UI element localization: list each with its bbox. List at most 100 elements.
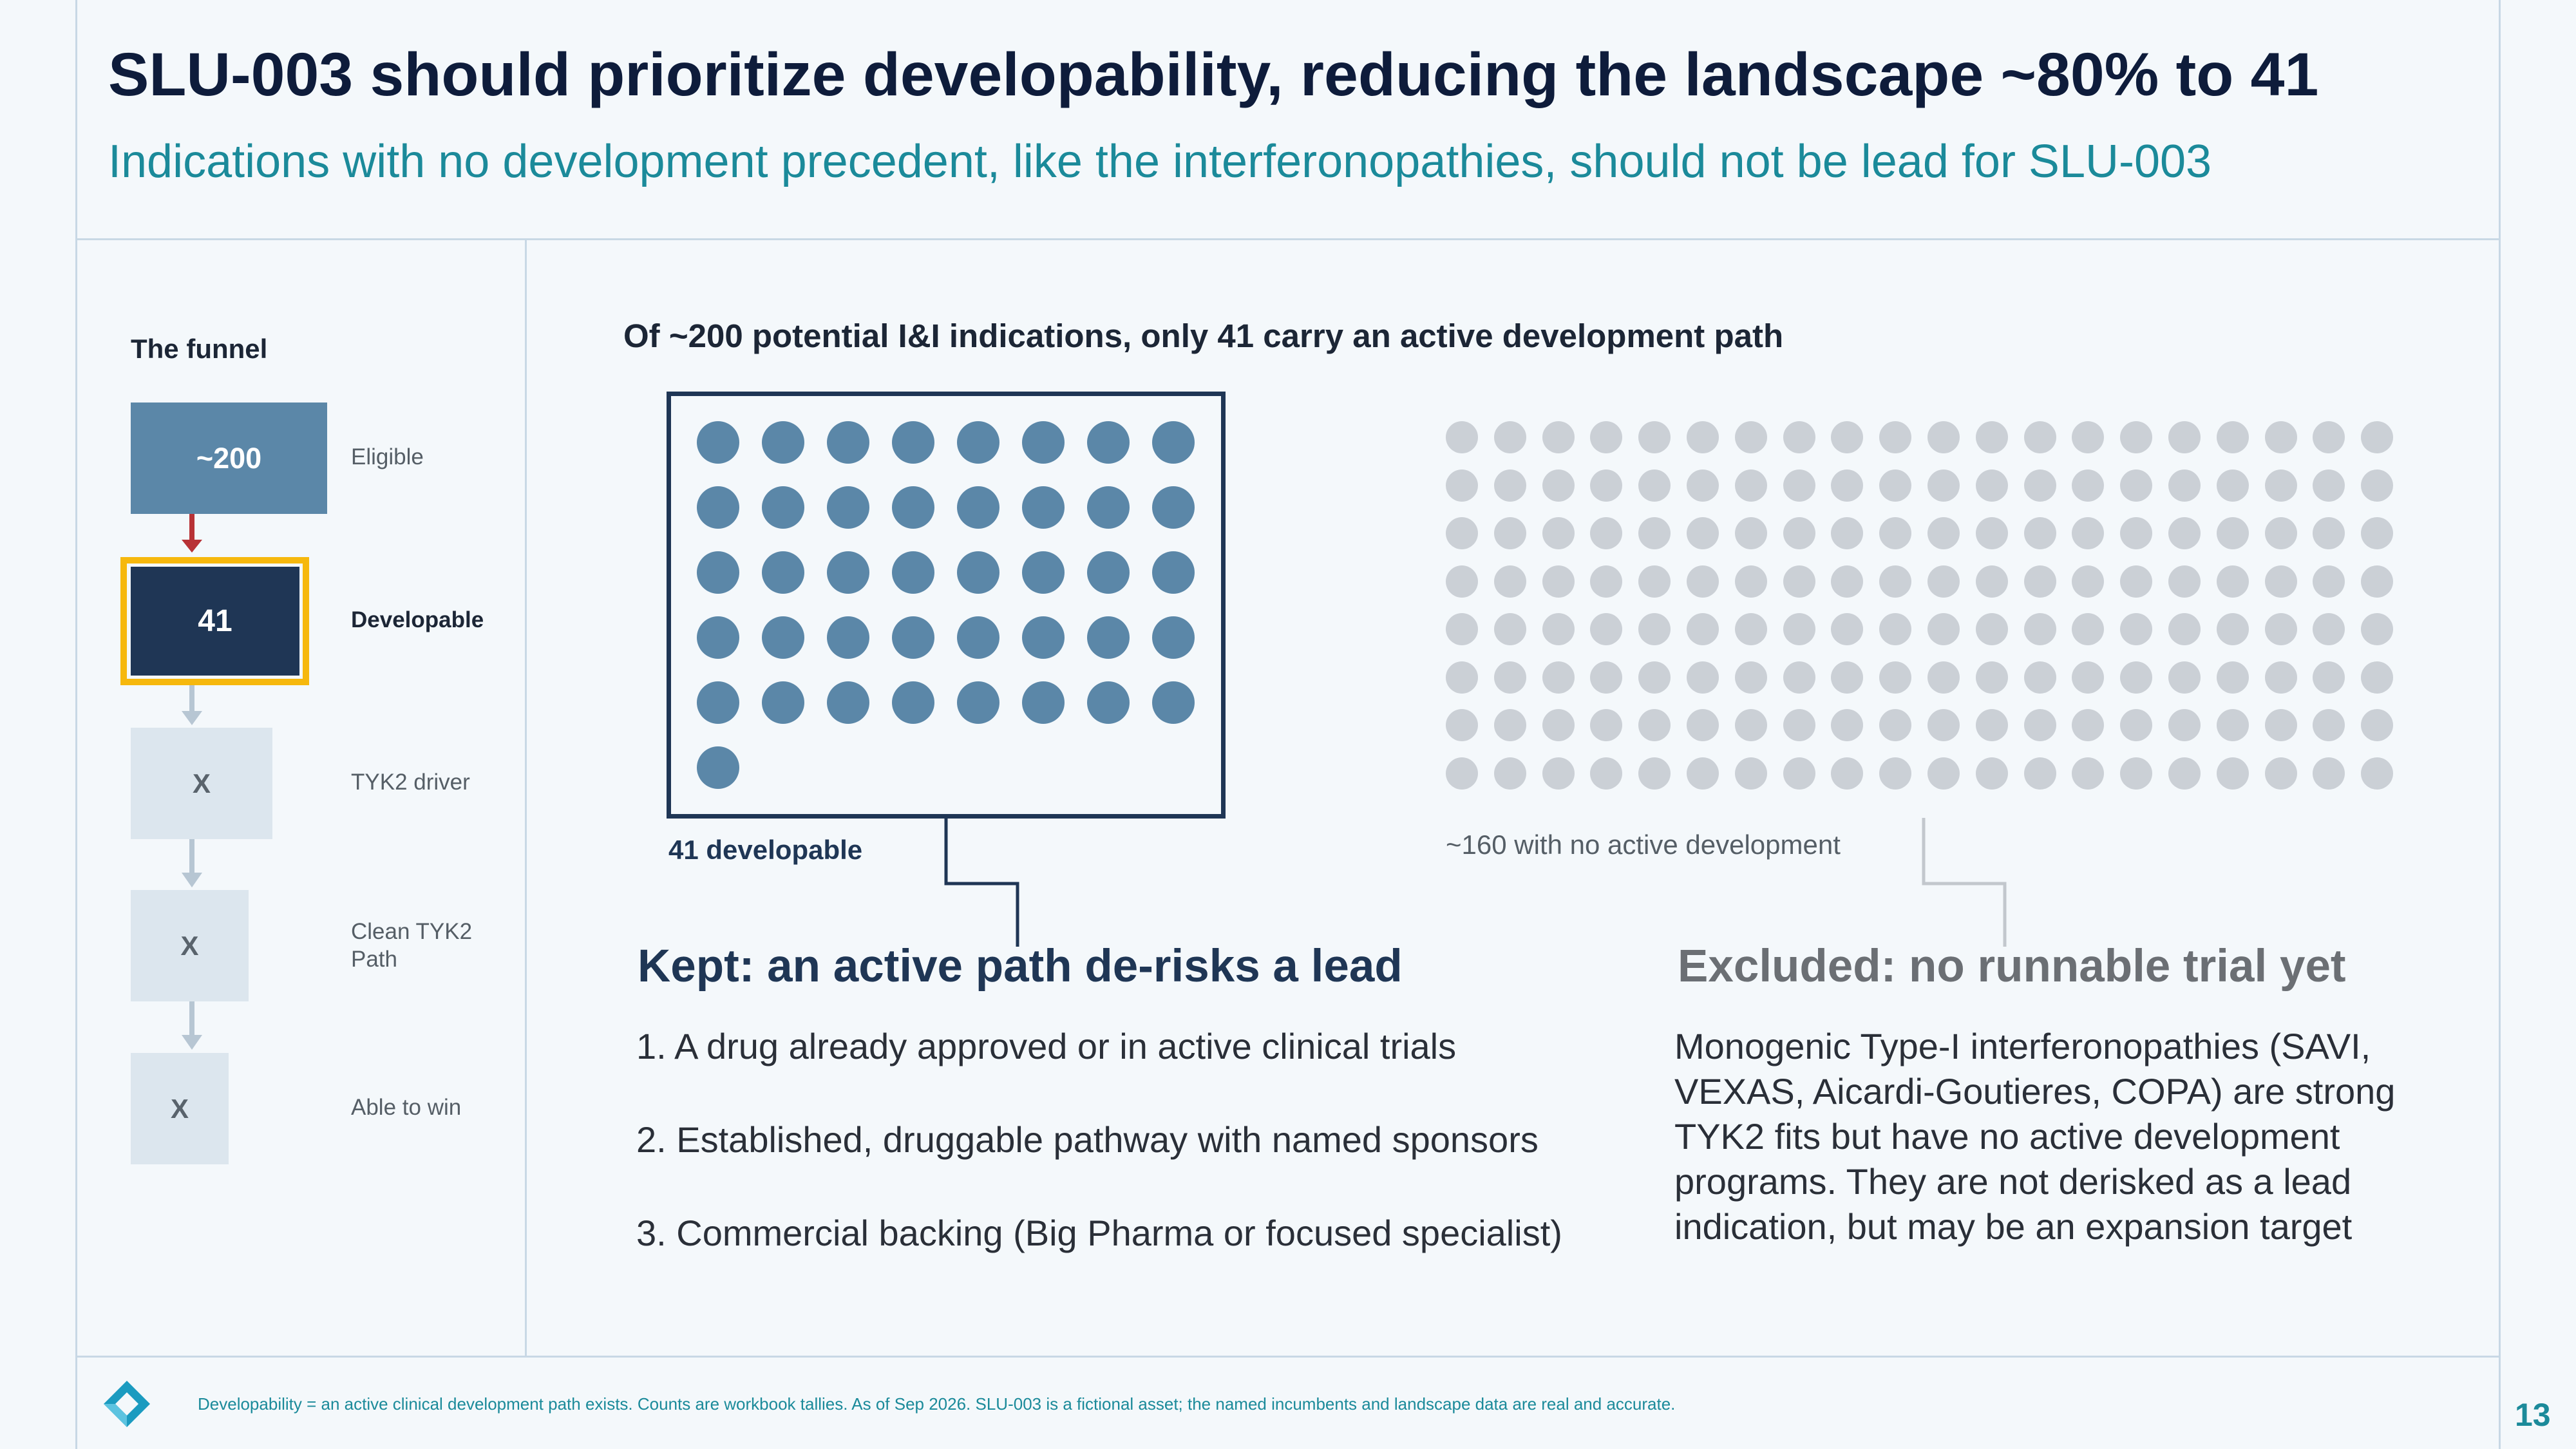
excluded-dot [2264, 565, 2297, 598]
funnel-stage-clean-tyk2-path: X [131, 890, 249, 1001]
excluded-dot [1687, 565, 1719, 598]
excluded-dot [2216, 565, 2249, 598]
excluded-dot [1590, 709, 1623, 741]
excluded-dot [1493, 517, 1526, 549]
developable-dot [1022, 551, 1065, 594]
developable-dot [957, 616, 999, 659]
excluded-dot [1975, 517, 2008, 549]
developable-dot [957, 421, 999, 464]
excluded-dot [1446, 517, 1478, 549]
excluded-dot [2313, 709, 2345, 741]
developable-dot [762, 681, 804, 724]
excluded-dot [1927, 709, 1960, 741]
excluded-dot [2168, 709, 2201, 741]
excluded-dot [2072, 565, 2105, 598]
developable-dot [892, 681, 934, 724]
excluded-dot [1590, 421, 1623, 453]
excluded-dot [1687, 469, 1719, 502]
excluded-dot [2264, 517, 2297, 549]
excluded-dot [2264, 421, 2297, 453]
excluded-dot [1590, 469, 1623, 502]
excluded-dot [2361, 421, 2394, 453]
excluded-dot [2264, 613, 2297, 645]
developable-dot [1022, 421, 1065, 464]
developable-dot [1022, 486, 1065, 529]
excluded-heading: Excluded: no runnable trial yet [1678, 941, 2346, 992]
excluded-dot [1975, 421, 2008, 453]
excluded-dot [1927, 517, 1960, 549]
developable-dot [762, 421, 804, 464]
kept-connector [944, 819, 1019, 947]
excluded-dot [2216, 421, 2249, 453]
excluded-dot [2216, 613, 2249, 645]
kept-item-2: 2. Established, druggable pathway with n… [636, 1119, 1539, 1160]
excluded-dot [1927, 469, 1960, 502]
developable-dot [1152, 681, 1195, 724]
excluded-dot [1783, 517, 1815, 549]
excluded-dot [1493, 421, 1526, 453]
excluded-dot [2072, 661, 2105, 694]
excluded-dot [1493, 709, 1526, 741]
excluded-dot [1638, 565, 1671, 598]
excluded-dot [1446, 661, 1478, 694]
page-number: 13 [2515, 1397, 2551, 1433]
developable-dot [1152, 551, 1195, 594]
header-divider [75, 238, 2501, 240]
excluded-dot [1783, 421, 1815, 453]
excluded-dot [1734, 709, 1767, 741]
excluded-dot [1734, 757, 1767, 790]
developable-dot [1022, 616, 1065, 659]
arrow-down-icon [182, 685, 202, 725]
excluded-connector [1922, 818, 2007, 947]
excluded-dot [1493, 757, 1526, 790]
excluded-dot [1446, 613, 1478, 645]
excluded-dot [1446, 709, 1478, 741]
developable-dot [1087, 616, 1130, 659]
developable-dot [697, 746, 739, 789]
excluded-dot [1831, 709, 1864, 741]
excluded-dot [1734, 613, 1767, 645]
excluded-dot [1446, 469, 1478, 502]
excluded-label: ~160 with no active development [1446, 829, 1841, 860]
excluded-dot [2216, 757, 2249, 790]
funnel-arrows [182, 514, 202, 1050]
developable-dot [1087, 681, 1130, 724]
excluded-dot [1590, 757, 1623, 790]
excluded-dot [1831, 661, 1864, 694]
funnel-heading: The funnel [131, 334, 268, 364]
excluded-dot [1590, 613, 1623, 645]
excluded-dot [1831, 469, 1864, 502]
developable-dot [892, 551, 934, 594]
developable-dot [957, 551, 999, 594]
frame-left-rule [75, 0, 77, 1449]
excluded-dot [2361, 565, 2394, 598]
excluded-dot [1687, 709, 1719, 741]
funnel-label-developable: Developable [351, 607, 484, 632]
developable-dot [697, 551, 739, 594]
developable-dot [762, 486, 804, 529]
excluded-dot [2023, 661, 2056, 694]
funnel-label-eligible: Eligible [351, 444, 424, 469]
excluded-dot [2023, 517, 2056, 549]
developable-dot [957, 486, 999, 529]
excluded-dot [1927, 661, 1960, 694]
excluded-dot [1975, 613, 2008, 645]
excluded-dot [1783, 469, 1815, 502]
excluded-dot [1783, 661, 1815, 694]
developable-frame [667, 392, 1226, 819]
excluded-dot [1831, 517, 1864, 549]
excluded-dot [1879, 757, 1912, 790]
excluded-dot [1879, 661, 1912, 694]
excluded-dot [2120, 517, 2153, 549]
excluded-dot [1493, 613, 1526, 645]
funnel-label-clean-tyk2-path: Clean TYK2 Path [351, 919, 473, 972]
excluded-dot [2072, 613, 2105, 645]
kept-heading: Kept: an active path de-risks a lead [638, 941, 1403, 992]
excluded-dot [2023, 709, 2056, 741]
excluded-dot [1446, 757, 1478, 790]
developable-dot [827, 616, 869, 659]
excluded-dot [1927, 421, 1960, 453]
funnel-label-able-to-win: Able to win [351, 1095, 462, 1120]
funnel-stage-eligible: ~200 [131, 402, 327, 514]
excluded-description: Monogenic Type-I interferonopathies (SAV… [1674, 1026, 2396, 1247]
